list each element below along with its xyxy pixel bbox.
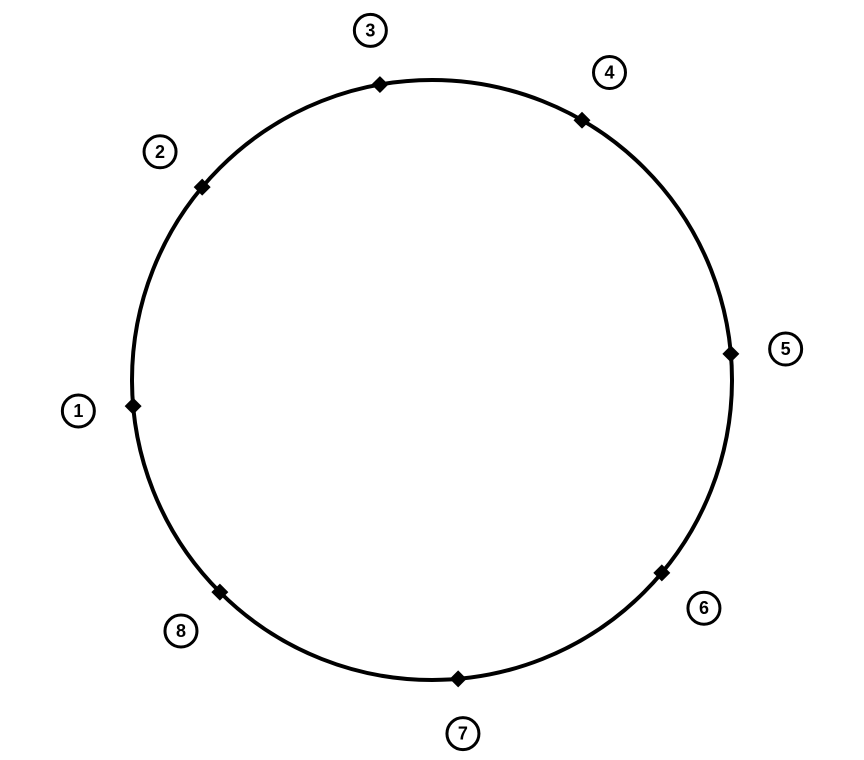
node-label-4: 4 <box>594 57 626 89</box>
label-text: 6 <box>699 598 709 618</box>
label-text: 5 <box>781 339 791 359</box>
circle-marker <box>722 345 739 362</box>
circle-marker <box>125 398 142 415</box>
label-text: 4 <box>604 63 614 83</box>
label-text: 3 <box>365 20 375 40</box>
node-label-7: 7 <box>447 718 479 750</box>
node-label-6: 6 <box>688 592 720 624</box>
label-text: 2 <box>155 142 165 162</box>
node-label-5: 5 <box>770 333 802 365</box>
circle-marker <box>574 112 591 129</box>
node-label-8: 8 <box>165 615 197 647</box>
node-label-1: 1 <box>62 395 94 427</box>
node-label-3: 3 <box>354 14 386 46</box>
node-label-2: 2 <box>144 136 176 168</box>
label-text: 1 <box>73 401 83 421</box>
label-text: 8 <box>176 621 186 641</box>
label-text: 7 <box>458 724 468 744</box>
circle-marker <box>450 670 467 687</box>
circle-marker <box>371 76 388 93</box>
circle-diagram: 1 2 3 4 5 6 7 8 <box>0 0 864 760</box>
